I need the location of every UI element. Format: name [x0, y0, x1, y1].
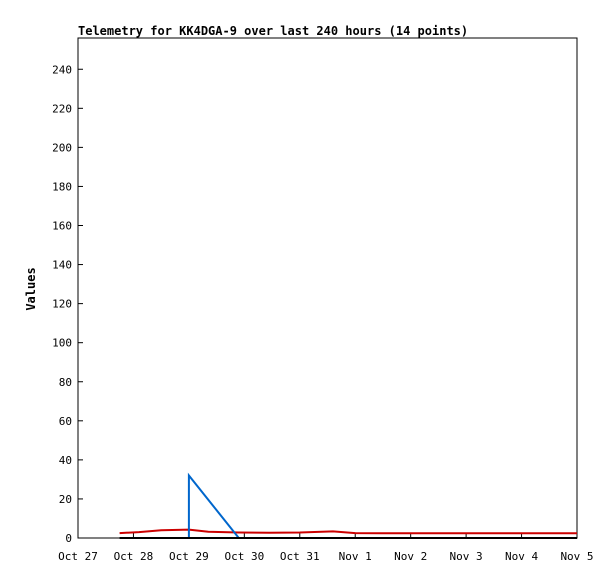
- x-tick-label: Oct 28: [114, 550, 154, 563]
- x-tick-label: Nov 1: [339, 550, 372, 563]
- plot-area: [77, 37, 578, 539]
- y-tick-label: 120: [52, 298, 72, 311]
- y-tick-label: 0: [65, 532, 72, 545]
- x-tick-label: Oct 31: [280, 550, 320, 563]
- y-axis-ticks: 0 20 40 60 80 100 120 140 160 180 200 220 240: [52, 63, 83, 545]
- y-tick-label: 20: [59, 493, 72, 506]
- x-tick-label: Oct 29: [169, 550, 209, 563]
- y-tick-label: 220: [52, 102, 72, 115]
- x-axis-ticks: Oct 27 Oct 28 Oct 29 Oct 30 Oct 31 Nov 1 Nov 2…: [58, 533, 594, 563]
- series-line-0: [119, 528, 577, 535]
- y-tick-label: 200: [52, 141, 72, 154]
- y-tick-label: 60: [59, 415, 72, 428]
- y-tick-label: 240: [52, 63, 72, 76]
- x-tick-label: Oct 30: [224, 550, 264, 563]
- x-tick-label: Nov 4: [505, 550, 538, 563]
- y-tick-label: 180: [52, 180, 72, 193]
- y-tick-label: 80: [59, 376, 72, 389]
- x-tick-label: Oct 27: [58, 550, 98, 563]
- x-tick-label: Nov 5: [560, 550, 593, 563]
- y-tick-label: 140: [52, 259, 72, 272]
- series-line-1: [187, 472, 240, 539]
- series-lines: [119, 472, 577, 539]
- x-tick-label: Nov 2: [394, 550, 427, 563]
- chart-title: Telemetry for KK4DGA-9 over last 240 hou…: [78, 24, 468, 38]
- x-tick-label: Nov 3: [450, 550, 483, 563]
- y-axis-label: Values: [24, 267, 38, 310]
- y-tick-label: 100: [52, 337, 72, 350]
- y-tick-label: 160: [52, 220, 72, 233]
- y-tick-label: 40: [59, 454, 72, 467]
